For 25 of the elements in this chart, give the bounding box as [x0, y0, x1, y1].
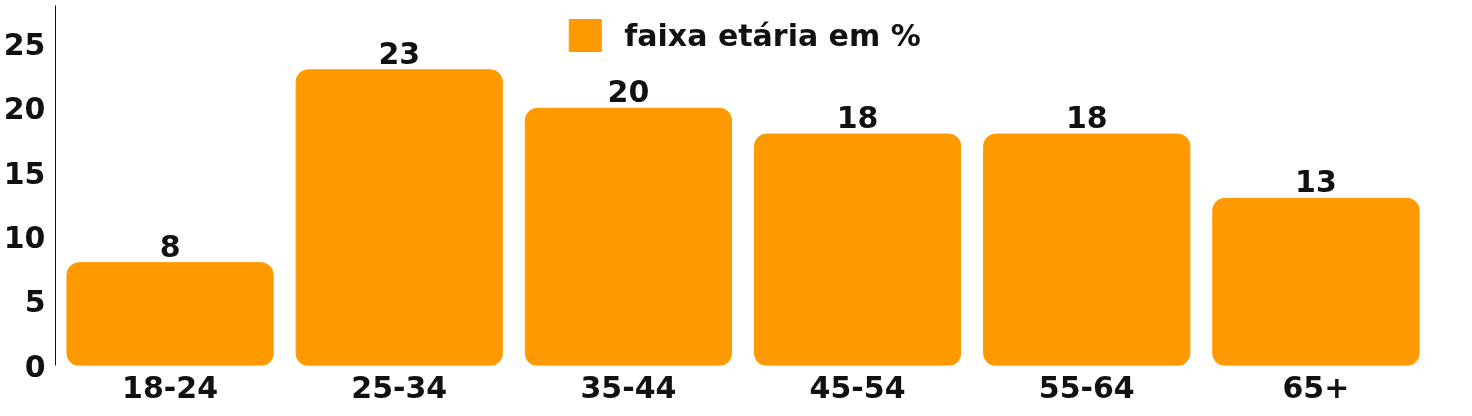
- y-tick-label: 5: [24, 284, 46, 320]
- y-tick-label: 20: [3, 91, 46, 127]
- x-tick-label: 65+: [1282, 369, 1350, 405]
- y-tick-label: 15: [3, 155, 46, 191]
- bar: [295, 69, 503, 366]
- bar: [66, 262, 274, 366]
- data-label: 18: [836, 100, 879, 136]
- y-tick-label: 10: [3, 219, 46, 255]
- x-tick-label: 55-64: [1038, 369, 1135, 405]
- bar: [983, 133, 1191, 366]
- legend-label: faixa etária em %: [624, 17, 921, 53]
- x-tick-label: 45-54: [809, 369, 906, 405]
- data-label: 23: [378, 35, 421, 71]
- data-label: 8: [159, 228, 181, 264]
- bar: [524, 107, 733, 366]
- bar: [1212, 197, 1420, 366]
- data-label: 20: [607, 74, 650, 110]
- data-label: 18: [1065, 100, 1108, 136]
- x-tick-label: 18-24: [122, 369, 219, 405]
- x-tick-label: 25-34: [351, 369, 448, 405]
- x-tick-label: 35-44: [580, 369, 677, 405]
- bar: [753, 133, 962, 366]
- y-tick-label: 0: [24, 348, 46, 384]
- data-label: 13: [1295, 164, 1337, 200]
- y-tick-label: 25: [3, 27, 46, 63]
